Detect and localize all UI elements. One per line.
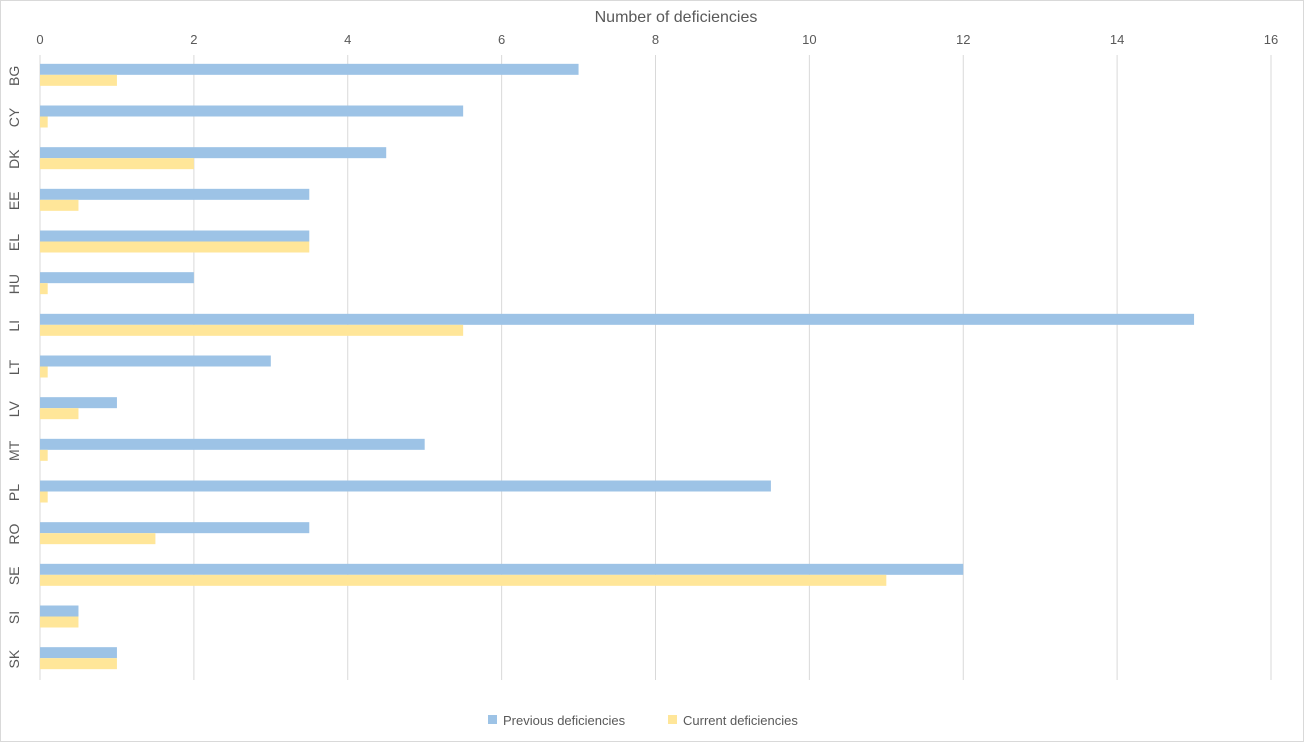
previous-bar-dk	[40, 147, 387, 159]
previous-bar-li	[40, 313, 1195, 325]
current-bar-dk	[40, 158, 194, 170]
previous-bar-cy	[40, 105, 464, 117]
previous-bar-mt	[40, 438, 425, 450]
current-bar-se	[40, 574, 887, 586]
x-tick-labels: 0 2 4 6 8 10 12 14 16	[36, 32, 1278, 47]
category-label-group: SE	[6, 566, 22, 585]
current-bar-hu	[40, 283, 48, 295]
x-tick-label: 8	[652, 32, 659, 47]
x-tick-label: 6	[498, 32, 505, 47]
x-tick-label: 10	[802, 32, 816, 47]
category-label-group: BG	[6, 66, 22, 86]
current-bar-bg	[40, 74, 117, 86]
current-bar-mt	[40, 449, 48, 461]
category-label: EE	[6, 191, 22, 210]
category-label: MT	[6, 440, 22, 461]
category-label: LI	[6, 320, 22, 332]
current-bar-sk	[40, 658, 117, 670]
category-label-group: RO	[6, 524, 22, 545]
current-bar-ro	[40, 533, 156, 545]
category-label-group: LT	[6, 359, 22, 375]
category-label: PL	[6, 484, 22, 501]
category-label: SE	[6, 566, 22, 585]
previous-bar-hu	[40, 272, 194, 284]
current-bar-pl	[40, 491, 48, 503]
current-bar-el	[40, 241, 310, 253]
category-label: RO	[6, 524, 22, 545]
legend-swatch	[668, 715, 677, 724]
category-label-group: EE	[6, 191, 22, 210]
category-label-group: MT	[6, 440, 22, 461]
category-label: BG	[6, 66, 22, 86]
previous-bar-el	[40, 230, 310, 242]
current-bar-li	[40, 324, 464, 336]
category-label-group: LV	[6, 400, 22, 417]
category-label: LV	[6, 400, 22, 417]
x-tick-label: 0	[36, 32, 43, 47]
category-label-group: LI	[6, 320, 22, 332]
category-labels: BG CY DK EE EL HU LI LT LV MT PL RO SE SI SK	[6, 66, 22, 669]
previous-bar-lt	[40, 355, 271, 367]
x-tick-label: 12	[956, 32, 970, 47]
previous-bar-lv	[40, 397, 117, 409]
category-label-group: SI	[6, 611, 22, 624]
previous-bar-pl	[40, 480, 771, 492]
previous-bar-sk	[40, 647, 117, 659]
current-bar-si	[40, 616, 79, 628]
category-label-group: SK	[6, 649, 22, 668]
x-tick-label: 4	[344, 32, 351, 47]
legend-label: Current deficiencies	[683, 713, 798, 728]
category-label-group: HU	[6, 274, 22, 294]
category-label: HU	[6, 274, 22, 294]
axes: Number of deficiencies	[595, 9, 758, 26]
category-label: LT	[6, 359, 22, 375]
category-label: DK	[6, 149, 22, 169]
x-tick-label: 16	[1264, 32, 1278, 47]
category-label-group: CY	[6, 107, 22, 127]
category-label-group: DK	[6, 149, 22, 169]
bars	[40, 63, 1195, 670]
legend-swatch	[488, 715, 497, 724]
previous-bar-ro	[40, 522, 310, 534]
legend: Previous deficiencies Current deficiencie…	[488, 713, 798, 728]
category-label-group: EL	[6, 234, 22, 251]
previous-bar-ee	[40, 188, 310, 200]
previous-bar-si	[40, 605, 79, 617]
category-label-group: PL	[6, 484, 22, 501]
current-bar-lt	[40, 366, 48, 378]
current-bar-ee	[40, 199, 79, 211]
x-tick-label: 14	[1110, 32, 1124, 47]
category-label: EL	[6, 234, 22, 251]
x-axis-title: Number of deficiencies	[595, 9, 758, 26]
previous-bar-se	[40, 563, 964, 575]
category-label: SK	[6, 649, 22, 668]
legend-label: Previous deficiencies	[503, 713, 626, 728]
category-label: CY	[6, 107, 22, 127]
category-label: SI	[6, 611, 22, 624]
previous-bar-bg	[40, 63, 579, 75]
current-bar-cy	[40, 116, 48, 128]
x-tick-label: 2	[190, 32, 197, 47]
current-bar-lv	[40, 408, 79, 420]
